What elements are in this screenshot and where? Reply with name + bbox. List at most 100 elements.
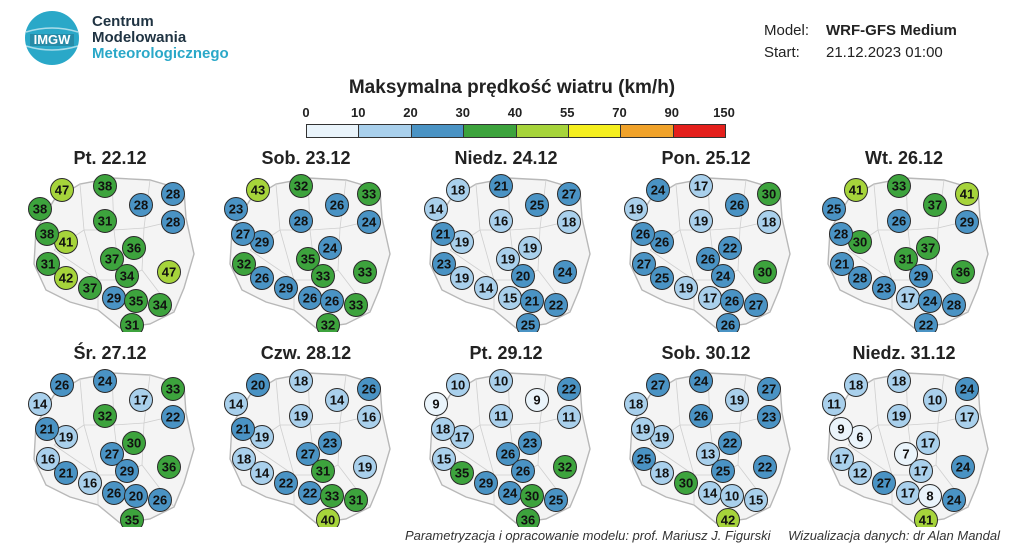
wind-value-label: 22 (303, 486, 317, 501)
wind-value-label: 18 (562, 215, 576, 230)
wind-station-marker: 21 (54, 461, 78, 485)
wind-station-marker: 33 (357, 182, 381, 206)
wind-value-label: 47 (55, 183, 69, 198)
wind-value-circle (757, 377, 781, 401)
wind-value-circle (35, 417, 59, 441)
wind-value-label: 28 (853, 271, 867, 286)
wind-value-label: 30 (525, 489, 539, 504)
wind-value-circle (557, 405, 581, 429)
wind-station-marker: 37 (78, 276, 102, 300)
wind-station-marker: 19 (353, 455, 377, 479)
day-panel: Śr. 27.12 26 24 33 14 22 32 17 19 21 16 30 27 36 21 29 1… (24, 343, 196, 528)
footer-visualization-credit: Wizualizacja danych: dr Alan Mandal (788, 528, 1000, 543)
wind-station-marker: 18 (557, 210, 581, 234)
wind-value-label: 32 (294, 179, 308, 194)
wind-value-label: 26 (730, 198, 744, 213)
wind-station-marker: 47 (157, 260, 181, 284)
wind-station-marker: 27 (296, 442, 320, 466)
wind-station-marker: 17 (698, 286, 722, 310)
wind-station-marker: 17 (450, 425, 474, 449)
wind-value-label: 14 (33, 397, 48, 412)
wind-station-marker: 21 (520, 289, 544, 313)
wind-value-label: 26 (255, 271, 269, 286)
wind-station-marker: 36 (516, 508, 540, 527)
day-panel: Wt. 26.12 41 33 41 25 29 26 37 30 28 21 37 31 36 28 29 2… (818, 148, 990, 333)
wind-value-label: 30 (127, 436, 141, 451)
wind-value-label: 28 (166, 187, 180, 202)
wind-value-circle (516, 313, 540, 332)
wind-value-label: 34 (120, 269, 135, 284)
wind-value-label: 21 (236, 422, 250, 437)
wind-station-marker: 25 (822, 197, 846, 221)
wind-value-label: 9 (432, 397, 439, 412)
wind-station-marker: 18 (431, 417, 455, 441)
color-scale-legend: 0 10 20 30 40 55 70 90 150 (302, 105, 735, 138)
wind-station-marker: 29 (102, 286, 126, 310)
wind-value-circle (757, 405, 781, 429)
wind-value-circle (148, 488, 172, 512)
wind-value-label: 29 (960, 215, 974, 230)
wind-station-marker: 33 (353, 260, 377, 284)
wind-value-label: 19 (655, 430, 669, 445)
wind-value-label: 29 (279, 281, 293, 296)
wind-value-circle (757, 210, 781, 234)
wind-value-circle (122, 431, 146, 455)
wind-value-circle (289, 404, 313, 428)
wind-value-circle (120, 313, 144, 332)
wind-station-marker: 19 (250, 425, 274, 449)
wind-value-circle (124, 484, 148, 508)
wind-value-circle (848, 266, 872, 290)
wind-value-circle (757, 182, 781, 206)
wind-value-label: 32 (98, 409, 112, 424)
day-panel: Sob. 30.12 27 24 27 18 23 26 19 19 19 25 22 13 22 18 25… (620, 343, 792, 528)
wind-value-label: 22 (562, 382, 576, 397)
wind-station-marker: 35 (450, 461, 474, 485)
wind-value-label: 27 (762, 382, 776, 397)
wind-station-marker: 25 (544, 488, 568, 512)
wind-value-circle (646, 178, 670, 202)
wind-value-label: 41 (849, 183, 863, 198)
wind-station-marker: 24 (689, 369, 713, 393)
wind-value-label: 27 (562, 187, 576, 202)
wind-value-label: 18 (629, 397, 643, 412)
wind-value-label: 16 (83, 476, 97, 491)
wind-station-marker: 24 (498, 481, 522, 505)
wind-station-marker: 24 (646, 178, 670, 202)
wind-value-circle (129, 388, 153, 412)
wind-value-circle (887, 369, 911, 393)
day-panel: Pon. 25.12 24 17 30 19 18 19 26 26 26 27 22 26 30 25 24… (620, 148, 792, 333)
wind-value-label: 23 (323, 436, 337, 451)
scale-color-segment (307, 125, 359, 137)
wind-value-label: 26 (330, 198, 344, 213)
wind-station-marker: 18 (289, 369, 313, 393)
wind-value-label: 33 (349, 298, 363, 313)
wind-value-label: 24 (947, 493, 962, 508)
wind-station-marker: 25 (711, 459, 735, 483)
wind-value-label: 14 (429, 202, 444, 217)
day-panel-title: Czw. 28.12 (260, 343, 352, 363)
day-panel: Pt. 22.12 47 38 28 38 28 31 28 41 38 31 36 37 47 42 34 3… (24, 148, 196, 333)
wind-station-marker: 35 (124, 289, 148, 313)
wind-station-marker: 22 (718, 236, 742, 260)
wind-value-circle (100, 247, 124, 271)
wind-station-marker: 32 (93, 404, 117, 428)
wind-value-circle (318, 236, 342, 260)
wind-value-label: 14 (479, 281, 494, 296)
wind-value-label: 31 (41, 257, 55, 272)
wind-value-label: 30 (679, 476, 693, 491)
wind-station-marker: 34 (148, 293, 172, 317)
wind-value-circle (894, 247, 918, 271)
wind-station-marker: 17 (830, 447, 854, 471)
day-panel: Sob. 23.12 43 32 33 23 24 28 26 29 27 32 24 35 33 26 33… (220, 148, 392, 333)
wind-station-marker: 28 (942, 293, 966, 317)
wind-value-label: 27 (236, 227, 250, 242)
day-panel: Niedz. 24.12 18 21 27 14 18 16 25 19 21 23 19 19 24 19… (420, 148, 592, 333)
wind-station-marker: 33 (320, 484, 344, 508)
wind-value-label: 28 (166, 215, 180, 230)
wind-station-marker: 16 (36, 447, 60, 471)
wind-value-circle (161, 210, 185, 234)
wind-value-label: 17 (914, 464, 928, 479)
wind-value-circle (489, 174, 513, 198)
wind-station-marker: 22 (161, 405, 185, 429)
wind-value-circle (274, 276, 298, 300)
